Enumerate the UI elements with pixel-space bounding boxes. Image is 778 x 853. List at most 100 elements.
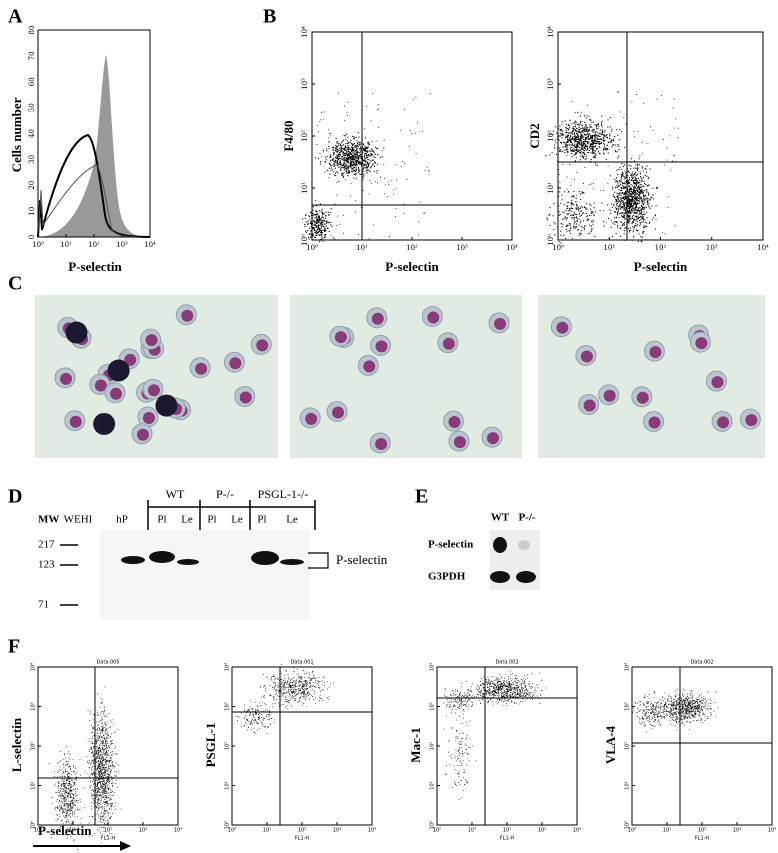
event-dot bbox=[114, 752, 116, 754]
event-dot bbox=[565, 123, 567, 125]
event-dot bbox=[100, 749, 102, 751]
event-dot bbox=[633, 207, 635, 209]
event-dot bbox=[644, 167, 646, 169]
event-dot bbox=[406, 178, 408, 180]
event-dot bbox=[587, 148, 589, 150]
event-dot bbox=[73, 783, 75, 785]
event-dot bbox=[616, 169, 618, 171]
event-dot bbox=[103, 784, 105, 786]
event-dot bbox=[68, 776, 70, 777]
event-dot bbox=[84, 771, 86, 773]
event-dot bbox=[104, 808, 105, 810]
event-dot bbox=[354, 161, 356, 163]
event-dot bbox=[340, 146, 342, 148]
event-dot bbox=[573, 147, 575, 149]
event-dot bbox=[580, 198, 582, 200]
event-dot bbox=[65, 789, 67, 791]
event-dot bbox=[100, 718, 102, 720]
event-dot bbox=[319, 121, 321, 123]
event-dot bbox=[594, 155, 596, 157]
event-dot bbox=[636, 188, 638, 190]
event-dot bbox=[101, 789, 103, 791]
event-dot bbox=[360, 147, 362, 149]
event-dot bbox=[634, 176, 636, 178]
event-dot bbox=[563, 218, 565, 220]
event-dot bbox=[54, 806, 56, 808]
event-dot bbox=[346, 172, 348, 174]
event-dot bbox=[628, 192, 630, 194]
event-dot bbox=[597, 134, 599, 136]
event-dot bbox=[107, 786, 109, 788]
event-dot bbox=[63, 753, 65, 754]
event-dot bbox=[101, 827, 103, 828]
event-dot bbox=[61, 783, 62, 785]
event-dot bbox=[114, 775, 116, 777]
event-dot bbox=[326, 155, 328, 157]
event-dot bbox=[339, 143, 341, 145]
event-dot bbox=[343, 158, 345, 160]
event-dot bbox=[594, 142, 596, 145]
event-dot bbox=[654, 228, 656, 230]
event-dot bbox=[315, 214, 317, 216]
event-dot bbox=[601, 126, 603, 128]
event-dot bbox=[578, 125, 580, 127]
event-dot bbox=[350, 150, 352, 152]
event-dot bbox=[322, 237, 324, 239]
event-dot bbox=[355, 154, 357, 156]
event-dot bbox=[635, 164, 637, 166]
event-dot bbox=[316, 232, 318, 235]
event-dot bbox=[352, 149, 354, 151]
event-dot bbox=[634, 195, 636, 197]
event-dot bbox=[101, 764, 103, 766]
event-dot bbox=[646, 225, 648, 227]
event-dot bbox=[106, 780, 108, 782]
event-dot bbox=[65, 799, 67, 801]
event-dot bbox=[372, 92, 374, 94]
event-dot bbox=[562, 223, 564, 225]
event-dot bbox=[585, 126, 587, 128]
event-dot bbox=[647, 203, 649, 206]
event-dot bbox=[103, 712, 105, 714]
event-dot bbox=[108, 745, 109, 747]
event-dot bbox=[103, 751, 105, 753]
event-dot bbox=[368, 159, 370, 161]
nucleus bbox=[486, 432, 499, 445]
event-dot bbox=[104, 722, 106, 723]
event-dot bbox=[347, 175, 349, 177]
event-dot bbox=[305, 214, 307, 216]
event-dot bbox=[102, 791, 104, 793]
event-dot bbox=[335, 156, 337, 158]
event-dot bbox=[561, 199, 563, 201]
event-dot bbox=[589, 119, 591, 121]
event-dot bbox=[111, 782, 112, 784]
event-dot bbox=[315, 680, 317, 682]
event-dot bbox=[70, 797, 71, 799]
event-dot bbox=[638, 197, 640, 199]
event-dot bbox=[90, 753, 92, 755]
event-dot bbox=[117, 764, 119, 766]
event-dot bbox=[565, 126, 567, 128]
event-dot bbox=[96, 721, 98, 723]
event-dot bbox=[341, 150, 343, 152]
event-dot bbox=[62, 799, 64, 801]
event-dot bbox=[569, 232, 571, 234]
event-dot bbox=[72, 801, 74, 803]
event-dot bbox=[324, 156, 327, 158]
event-dot bbox=[69, 784, 71, 786]
event-dot bbox=[628, 202, 630, 204]
event-dot bbox=[577, 111, 579, 113]
event-dot bbox=[377, 154, 379, 156]
event-dot bbox=[359, 173, 361, 175]
event-dot bbox=[552, 215, 554, 217]
event-dot bbox=[619, 205, 622, 207]
event-dot bbox=[618, 189, 620, 191]
event-dot bbox=[639, 212, 641, 214]
event-dot bbox=[319, 153, 321, 155]
event-dot bbox=[332, 149, 334, 151]
event-dot bbox=[100, 770, 102, 772]
event-dot bbox=[576, 205, 578, 207]
event-dot bbox=[354, 171, 356, 173]
event-dot bbox=[574, 121, 576, 123]
event-dot bbox=[102, 719, 103, 721]
event-dot bbox=[375, 140, 377, 142]
